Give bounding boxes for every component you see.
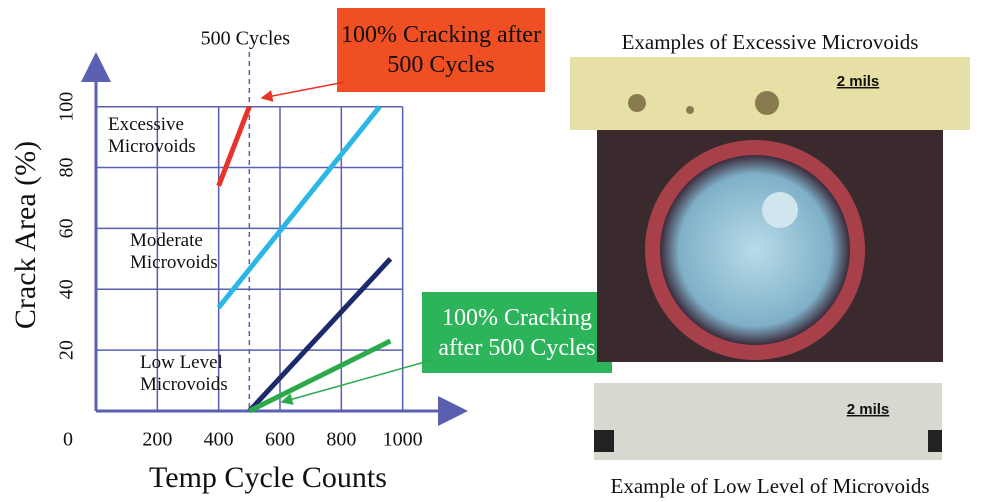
scale-label: 2 mils (837, 73, 880, 90)
x-tick-label: 200 (142, 429, 172, 451)
image-title: Example of Low Level of Microvoids (611, 474, 930, 498)
x-tick-label: 600 (265, 429, 295, 451)
x-tick-label: 400 (204, 429, 234, 451)
y-tick-label: 60 (56, 218, 78, 238)
reference-label: 500 Cycles (201, 28, 291, 50)
void (628, 94, 646, 112)
y-tick-label: 100 (56, 92, 78, 122)
y-tick-label: 20 (56, 340, 78, 360)
micrograph (594, 383, 942, 460)
void (755, 91, 779, 115)
pad (594, 430, 614, 452)
x-tick-label: 0 (63, 429, 73, 451)
series-label: Excessive Microvoids (108, 114, 218, 158)
scale-label: 2 mils (847, 401, 890, 418)
series-line (249, 259, 390, 411)
series-line (249, 341, 390, 411)
callout-text: 100% Cracking after 500 Cycles (337, 8, 545, 92)
x-tick-label: 1000 (383, 429, 423, 451)
void (762, 192, 798, 228)
series-label: Moderate Microvoids (130, 230, 240, 274)
image-title: Examples of Excessive Microvoids (622, 30, 919, 54)
series-label: Low Level Microvoids (140, 352, 250, 396)
y-tick-label: 40 (56, 279, 78, 299)
page: Temp Cycle Counts Crack Area (%) Example… (0, 0, 993, 502)
x-tick-label: 800 (326, 429, 356, 451)
callout-arrow (262, 82, 345, 98)
callout-text: 100% Cracking after 500 Cycles (422, 292, 612, 373)
y-tick-label: 80 (56, 158, 78, 178)
series-line (219, 107, 380, 308)
y-axis-label: Crack Area (%) (9, 141, 42, 329)
void (686, 106, 694, 114)
solder-ball (660, 155, 850, 345)
series-line (219, 107, 250, 186)
x-axis-label: Temp Cycle Counts (149, 461, 387, 494)
pad (928, 430, 942, 452)
